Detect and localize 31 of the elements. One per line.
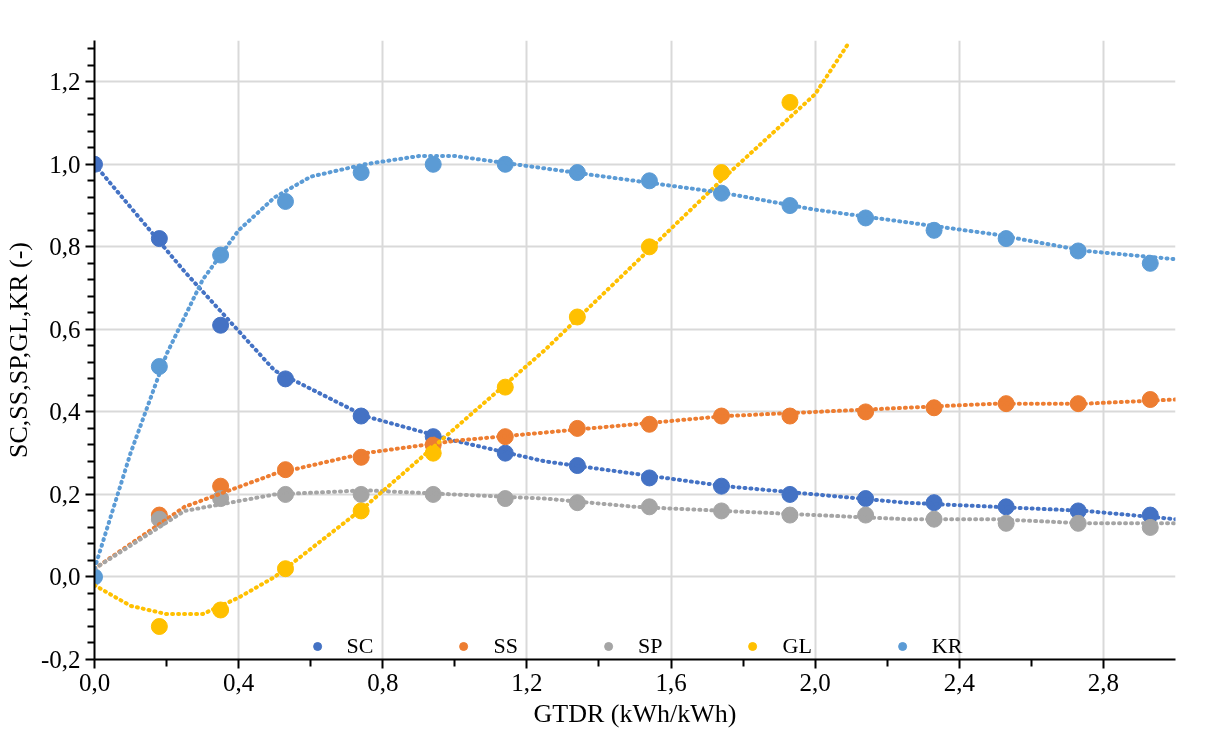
x-tick-label: 1,6 [655, 668, 687, 696]
point [276, 192, 294, 210]
point [1141, 254, 1159, 272]
legend-label: SC [346, 633, 374, 659]
y-tick-label: 0,0 [49, 563, 81, 591]
x-tick-label: 0,4 [223, 668, 255, 696]
legend-label: SP [638, 633, 663, 659]
x-axis-title: GTDR (kWh/kWh) [533, 698, 737, 728]
point [781, 93, 799, 111]
x-tick-label: 2,4 [943, 668, 976, 696]
x-tick-label: 2,8 [1087, 668, 1120, 696]
x-tick-label: 0,8 [367, 668, 399, 696]
y-axis-title: SC,SS,SP,GL,KR (-) [3, 241, 33, 459]
x-tick-label: 0,0 [78, 668, 111, 696]
legend-label: SS [493, 633, 519, 659]
y-tick-label: 0,2 [49, 480, 81, 508]
y-tick-label: 1,0 [49, 150, 81, 178]
y-tick-label: 0,4 [49, 398, 81, 426]
legend-label: KR [931, 633, 963, 659]
point [212, 316, 230, 334]
y-tick-label: 0,6 [49, 315, 81, 343]
legend-label: GL [782, 633, 812, 659]
y-tick-label: 1,2 [49, 68, 81, 96]
x-tick-label: 2,0 [799, 668, 831, 696]
point [352, 164, 370, 182]
y-tick-label: 0,8 [49, 233, 81, 261]
point [150, 618, 168, 635]
line-series [94, 42, 850, 617]
point [424, 155, 442, 173]
x-tick-label: 1,2 [511, 668, 543, 696]
y-tick-label: -0,2 [40, 646, 81, 673]
